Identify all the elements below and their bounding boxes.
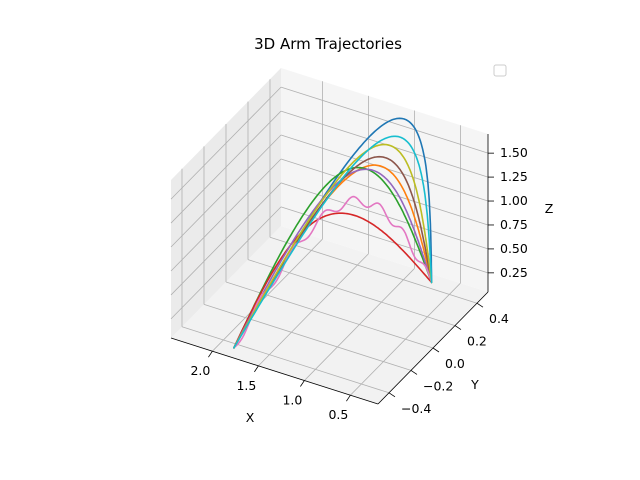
z-grid-back [280,206,489,274]
z-tick-label: 1.00 [500,193,528,208]
axis-panes [171,68,488,404]
y-grid-floor [269,236,478,304]
y-tick-label: −0.2 [423,378,453,393]
trajectory-line [233,212,433,349]
y-tick [454,325,462,330]
x-tick-label: 2.0 [190,363,210,378]
chart-title: 3D Arm Trajectories [254,35,402,53]
trajectory-line [233,143,433,349]
x-tick [346,394,351,402]
z-tick-label: 1.25 [500,169,528,184]
y-tick-label: 0.0 [445,356,465,371]
z-grid-left [170,110,282,224]
tick-marks: 0.5 1.0 1.5 2.0 0.40.20.0 −0.2 −0.4 0.25 0.50 0.7… [190,145,527,422]
y-tick-label: 0.4 [489,311,509,326]
y-axis-label: Y [470,377,479,392]
z-grid-left [170,182,282,296]
z-grid-left [170,86,282,200]
trajectory-line [233,168,433,349]
x-tick-label: 0.5 [328,407,348,422]
x-tick-label: 1.0 [282,393,302,408]
x-tick [300,380,305,387]
z-grid-left [170,206,282,320]
z-tick-label: 0.75 [500,217,528,232]
trajectory-series [233,117,433,349]
back-pane [281,68,488,292]
y-tick-label: −0.4 [401,401,431,416]
z-grid-back [280,86,489,154]
x-axis-line [170,337,379,405]
trajectory-line [233,135,433,349]
z-grid-left [170,158,282,272]
y-grid-floor [203,304,412,371]
trajectory-line [233,195,433,349]
z-grid-back [280,182,489,250]
y-tick [476,302,484,308]
legend-box [493,64,507,77]
x-tick [208,350,213,358]
z-tick-label: 0.50 [500,241,528,256]
x-tick [254,365,259,373]
y-tick [410,370,418,375]
grid-lines [170,79,489,396]
z-grid-left [170,134,282,248]
y-tick [388,392,396,398]
x-axis-label: X [246,410,255,425]
z-tick-label: 0.25 [500,265,528,280]
y-tick [432,347,440,353]
x-tick-label: 1.5 [236,378,256,393]
z-axis-label: Z [545,201,554,216]
y-grid-floor [181,326,390,394]
y-tick-label: 0.2 [467,334,487,349]
z-grid-back [280,158,489,226]
z-tick-label: 1.50 [500,145,528,160]
